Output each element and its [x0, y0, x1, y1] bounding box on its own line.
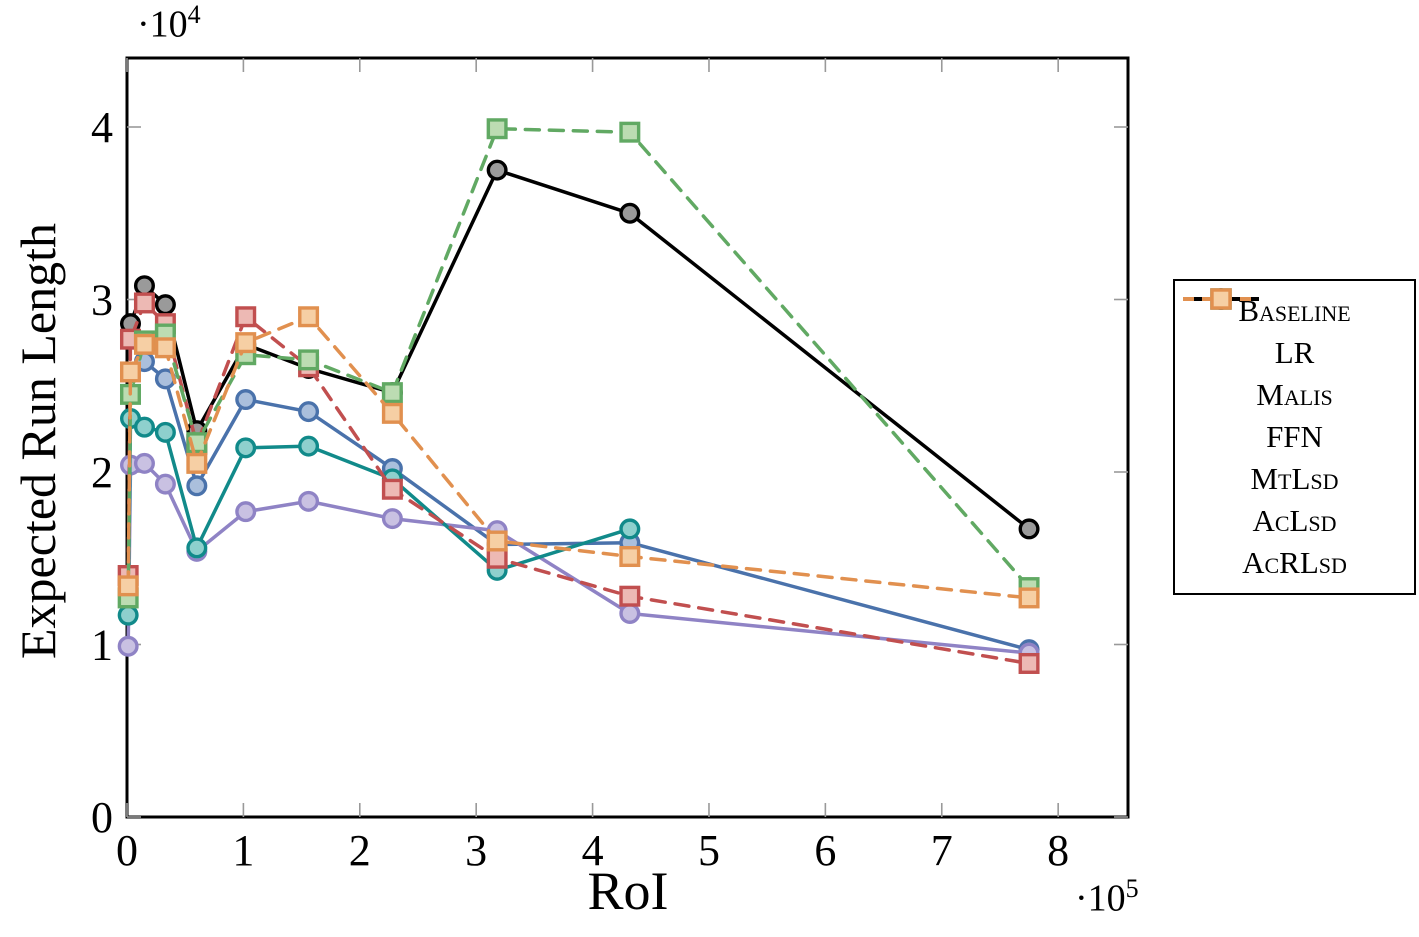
series-mtlsd-marker	[235, 306, 257, 328]
series-malis-marker	[619, 518, 641, 540]
series-acrlsd-marker	[486, 530, 508, 552]
legend-item-ffn: FFN	[1179, 288, 1410, 456]
legend-item-mtlsd: MtLsd	[1179, 288, 1410, 498]
series-ffn-marker	[1018, 518, 1040, 540]
series-acrlsd-marker	[117, 575, 139, 597]
series-baseline-marker	[298, 401, 320, 423]
series-lr-line	[126, 461, 1031, 655]
series-malis-marker	[235, 437, 257, 459]
y-tick-label: 4	[91, 103, 113, 152]
series-mtlsd-marker	[1018, 652, 1040, 674]
series-lr-marker	[117, 635, 139, 657]
series-ffn-marker	[133, 275, 155, 297]
y-offset-dot: ·	[137, 3, 150, 46]
series-aclsd-marker	[619, 121, 641, 143]
x-tick-label: 2	[349, 826, 371, 875]
plot-frame	[125, 56, 1130, 819]
y-axis-offset-label: ·104	[137, 0, 201, 47]
y-tick-label: 2	[91, 448, 113, 497]
x-tick-label: 3	[465, 826, 487, 875]
series-mtlsd-marker	[381, 478, 403, 500]
series-mtlsd-marker	[486, 547, 508, 569]
series-aclsd-marker	[381, 382, 403, 404]
legend-label-aclsd: AcLsd	[1252, 502, 1337, 538]
series-ffn-marker	[154, 294, 176, 316]
series-malis-marker	[117, 604, 139, 626]
series-acrlsd-marker	[298, 306, 320, 328]
series-ffn-marker	[619, 202, 641, 224]
x-tick-label: 4	[582, 826, 604, 875]
legend-label-lr: LR	[1274, 334, 1315, 370]
x-offset-exponent: 5	[1125, 874, 1139, 903]
series-malis-marker	[154, 421, 176, 443]
series-mtlsd-marker	[619, 585, 641, 607]
series-acrlsd-line	[126, 314, 1031, 600]
series-baseline-marker	[186, 475, 208, 497]
x-tick-label: 6	[814, 826, 836, 875]
legend-marker-acrlsd	[1210, 288, 1232, 310]
x-offset-base: 10	[1087, 877, 1126, 920]
legend-label-malis: Malis	[1256, 376, 1333, 412]
y-offset-exponent: 4	[187, 0, 201, 29]
series-malis-marker	[133, 416, 155, 438]
legend-item-lr: LR	[1179, 288, 1410, 372]
series-lr-marker	[154, 473, 176, 495]
y-offset-base: 10	[149, 3, 188, 46]
series-aclsd-marker	[298, 349, 320, 371]
series-lr-marker	[235, 501, 257, 523]
series-acrlsd-marker	[186, 452, 208, 474]
legend: Baseline LR Malis FFN MtLsd AcLsd AcRLsd	[1173, 279, 1416, 595]
legend-label-mtlsd: MtLsd	[1250, 460, 1339, 496]
y-tick-label: 0	[91, 793, 113, 842]
x-tick-label: 1	[232, 826, 254, 875]
series-lr-marker	[619, 602, 641, 624]
legend-sample-acrlsd	[1183, 288, 1259, 310]
x-tick-label: 8	[1047, 826, 1069, 875]
series-lr-marker	[381, 508, 403, 530]
x-tick-label: 5	[698, 826, 720, 875]
series-ffn-line	[128, 167, 1031, 531]
series-lr-marker	[133, 452, 155, 474]
series-malis-marker	[298, 435, 320, 457]
legend-item-malis: Malis	[1179, 288, 1410, 414]
series-acrlsd-marker	[154, 337, 176, 359]
series-acrlsd-marker	[381, 402, 403, 424]
series-acrlsd-marker	[1018, 587, 1040, 609]
series-mtlsd-marker	[133, 292, 155, 314]
series-malis-marker	[186, 537, 208, 559]
series-aclsd-marker	[486, 118, 508, 140]
y-tick-label: 1	[91, 621, 113, 670]
x-axis-label: RoI	[587, 861, 669, 921]
legend-item-acrlsd: AcRLsd	[1179, 288, 1410, 582]
y-axis-label: Expected Run Length	[10, 223, 66, 659]
x-offset-dot: ·	[1075, 877, 1088, 920]
series-acrlsd-marker	[133, 333, 155, 355]
legend-item-aclsd: AcLsd	[1179, 288, 1410, 540]
series-baseline-marker	[235, 389, 257, 411]
x-tick-label: 7	[931, 826, 953, 875]
x-axis-offset-label: ·105	[1075, 874, 1139, 921]
legend-label-ffn: FFN	[1266, 418, 1323, 454]
series-lr-marker	[298, 490, 320, 512]
series-acrlsd-marker	[119, 361, 141, 383]
series-aclsd-line	[126, 126, 1031, 600]
series-acrlsd-marker	[619, 546, 641, 568]
legend-label-acrlsd: AcRLsd	[1242, 544, 1347, 580]
series-ffn-marker	[486, 159, 508, 181]
series-acrlsd-marker	[235, 332, 257, 354]
x-tick-label: 0	[116, 826, 138, 875]
y-tick-label: 3	[91, 276, 113, 325]
